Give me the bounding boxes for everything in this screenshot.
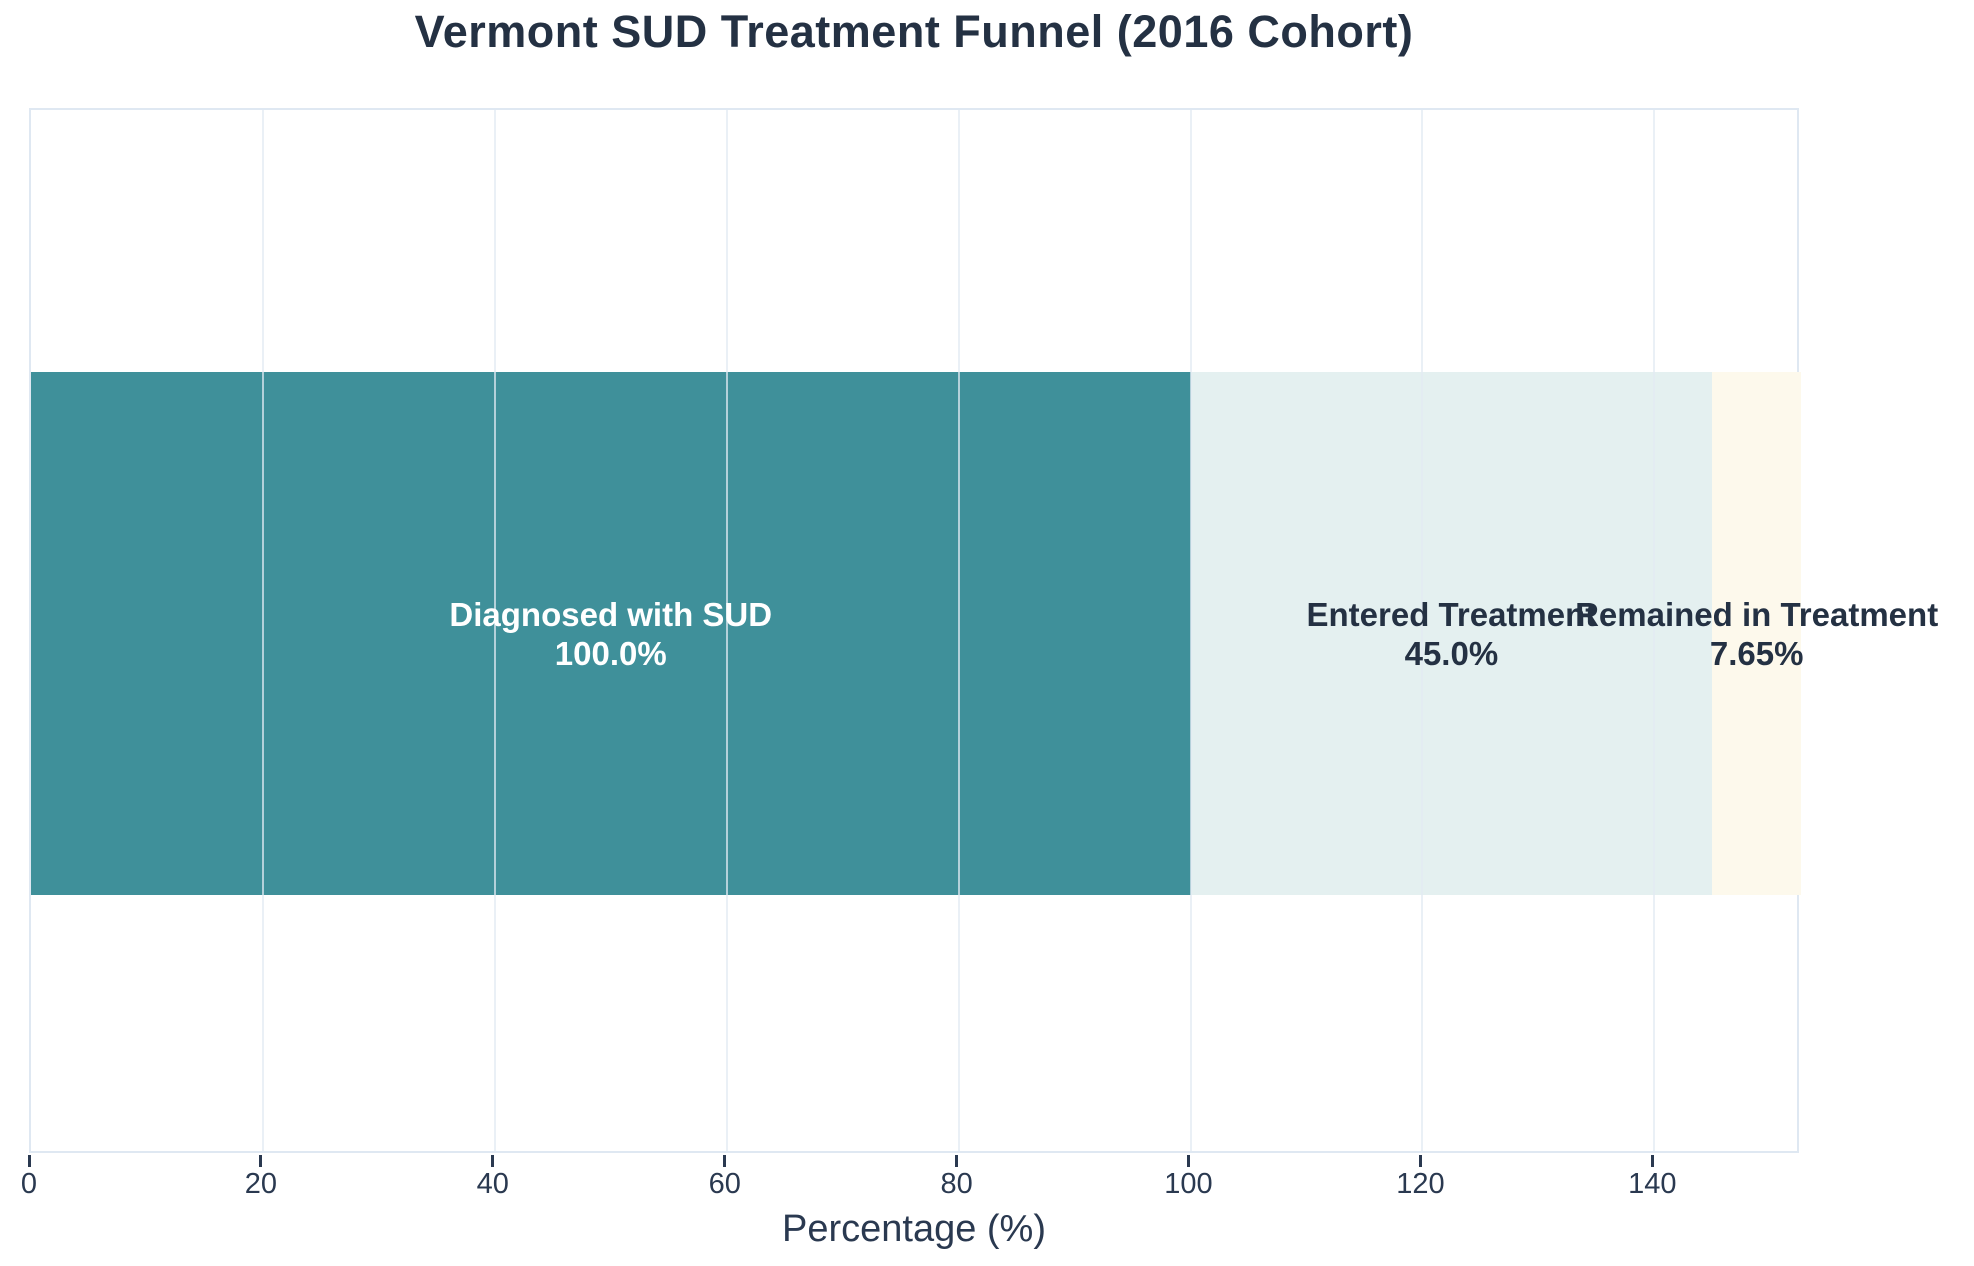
stage-value: 45.0% xyxy=(1404,634,1499,672)
x-tick-mark-140 xyxy=(1650,1155,1654,1167)
x-tick-label-100: 100 xyxy=(1164,1168,1213,1200)
stage-value: 100.0% xyxy=(554,634,667,672)
x-tick-mark-100 xyxy=(1187,1155,1190,1167)
funnel-bar xyxy=(31,372,1801,895)
x-tick-label-60: 60 xyxy=(708,1168,741,1200)
gridline-x-120 xyxy=(1421,110,1424,1151)
x-tick-label-20: 20 xyxy=(244,1168,278,1200)
gridline-x-100 xyxy=(1189,110,1192,1151)
gridline-x-60 xyxy=(725,110,728,1151)
gridline-x-20 xyxy=(261,110,264,1151)
bar-segment-diagnosed-with-sud xyxy=(31,372,1191,895)
stage-name: Entered Treatment xyxy=(1306,595,1597,633)
plot-area: Diagnosed with SUD 100.0% Entered Treatmen… xyxy=(29,108,1938,1153)
bar-segment-remained-in-treatment xyxy=(1712,372,1801,895)
stage-value: 7.65% xyxy=(1709,634,1804,672)
x-tick-label-140: 140 xyxy=(1628,1168,1677,1200)
gridline-x-40 xyxy=(493,110,496,1151)
stage-name: Remained in Treatment xyxy=(1575,595,1939,633)
x-tick-label-80: 80 xyxy=(940,1168,973,1200)
x-axis-title: Percentage (%) xyxy=(781,1208,1046,1250)
bar-label-entered-treatment: Entered Treatment 45.0% xyxy=(1307,595,1597,673)
x-tick-mark-60 xyxy=(723,1155,727,1167)
gridline-x-80 xyxy=(957,110,960,1151)
x-tick-label-120: 120 xyxy=(1396,1168,1445,1200)
x-tick-mark-40 xyxy=(491,1155,495,1167)
x-tick-mark-0 xyxy=(27,1155,31,1167)
x-tick-mark-120 xyxy=(1418,1155,1422,1167)
x-tick-label-0: 0 xyxy=(20,1168,38,1200)
stage-name: Diagnosed with SUD xyxy=(449,595,773,633)
bar-label-diagnosed-with-sud: Diagnosed with SUD 100.0% xyxy=(449,595,772,673)
chart-title: Vermont SUD Treatment Funnel (2016 Cohor… xyxy=(414,6,1414,57)
bar-label-remained-in-treatment: Remained in Treatment 7.65% xyxy=(1575,595,1938,673)
bar-segment-entered-treatment xyxy=(1190,372,1713,895)
gridline-x-140 xyxy=(1653,110,1656,1151)
x-tick-mark-80 xyxy=(955,1155,959,1167)
x-tick-label-40: 40 xyxy=(476,1168,509,1200)
x-tick-mark-20 xyxy=(259,1155,263,1167)
